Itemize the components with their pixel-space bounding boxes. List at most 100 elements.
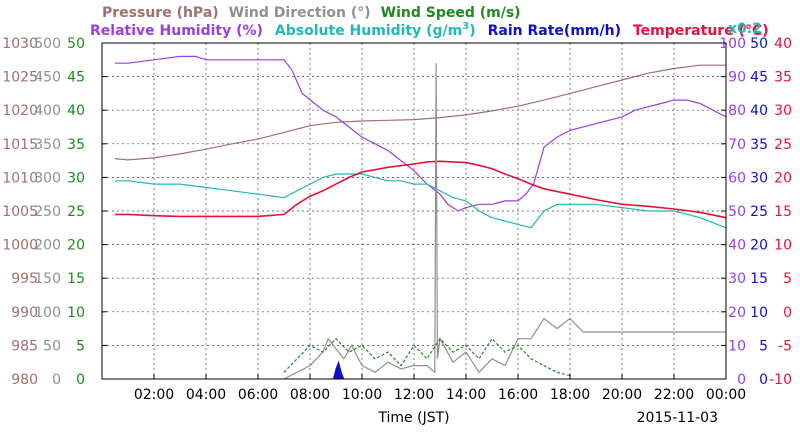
legend-entry: Wind Speed (m/s) xyxy=(381,5,521,21)
y-tick-temperature: 5 xyxy=(783,271,792,287)
y-tick-wind-direction: 500 xyxy=(34,36,61,52)
x-tick-label: 02:00 xyxy=(134,387,174,403)
y-tick-humidity: 70 xyxy=(728,137,746,153)
y-tick-rain: 25 xyxy=(750,204,768,220)
y-tick-rain: 15 xyxy=(750,271,768,287)
x-tick-label: 06:00 xyxy=(238,387,278,403)
y-tick-wind-speed: 30 xyxy=(67,170,85,186)
series-wind-direction xyxy=(283,63,726,380)
y-tick-temperature: 30 xyxy=(774,103,792,119)
x-tick-label: 22:00 xyxy=(654,387,694,403)
y-tick-wind-direction: 400 xyxy=(34,103,61,119)
y-tick-rain: 10 xyxy=(750,305,768,321)
y-tick-wind-speed: 5 xyxy=(76,338,85,354)
legend-entry: Pressure (hPa) xyxy=(102,5,219,21)
y-tick-pressure: 1015 xyxy=(2,137,38,153)
y-tick-pressure: 1020 xyxy=(2,103,38,119)
x-tick-label: 16:00 xyxy=(498,387,538,403)
y-tick-wind-direction: 100 xyxy=(34,305,61,321)
series-wind-speed-m-s xyxy=(283,337,571,377)
legend-multiplier: x0.2 xyxy=(728,21,762,37)
y-tick-humidity: 100 xyxy=(719,36,746,52)
x-axis-title: Time (JST) xyxy=(377,410,449,426)
y-tick-wind-speed: 20 xyxy=(67,238,85,254)
y-tick-temperature: 35 xyxy=(774,70,792,86)
y-tick-temperature: 20 xyxy=(774,170,792,186)
y-tick-temperature: 0 xyxy=(783,305,792,321)
y-tick-pressure: 1010 xyxy=(2,170,38,186)
date-label: 2015-11-03 xyxy=(637,410,718,426)
y-tick-wind-speed: 40 xyxy=(67,103,85,119)
y-tick-wind-speed: 50 xyxy=(67,36,85,52)
y-tick-wind-direction: 350 xyxy=(34,137,61,153)
y-tick-humidity: 10 xyxy=(728,338,746,354)
y-tick-temperature: -10 xyxy=(769,372,792,388)
x-tick-label: 08:00 xyxy=(290,387,330,403)
y-tick-pressure: 1005 xyxy=(2,204,38,220)
y-tick-rain: 45 xyxy=(750,70,768,86)
y-tick-wind-direction: 150 xyxy=(34,271,61,287)
y-tick-pressure: 1000 xyxy=(2,238,38,254)
y-tick-humidity: 0 xyxy=(737,372,746,388)
y-tick-rain: 0 xyxy=(759,372,768,388)
y-axes: 9809859909951000100510101015102010251030… xyxy=(2,36,792,388)
x-tick-label: 12:00 xyxy=(394,387,434,403)
series-lines xyxy=(114,55,727,380)
series-temperature-c xyxy=(115,160,727,219)
y-tick-temperature: -5 xyxy=(778,338,792,354)
x-tick-label: 20:00 xyxy=(602,387,642,403)
y-tick-rain: 20 xyxy=(750,238,768,254)
y-tick-wind-speed: 10 xyxy=(67,305,85,321)
legend: Pressure (hPa) Wind Direction (°) Wind Spe… xyxy=(90,5,769,39)
y-tick-pressure: 980 xyxy=(11,372,38,388)
y-tick-rain: 30 xyxy=(750,170,768,186)
legend-entry: Temperature (°C) xyxy=(633,23,769,39)
y-tick-humidity: 40 xyxy=(728,238,746,254)
y-tick-humidity: 20 xyxy=(728,305,746,321)
y-tick-rain: 50 xyxy=(750,36,768,52)
x-axis: 02:00 04:00 06:00 08:00 10:00 12:00 14:00 16:00… xyxy=(134,374,746,426)
y-tick-wind-speed: 35 xyxy=(67,137,85,153)
legend-entry: Rain Rate(mm/h) xyxy=(488,23,621,39)
y-tick-wind-direction: 450 xyxy=(34,70,61,86)
x-tick-label: 10:00 xyxy=(342,387,382,403)
y-tick-wind-speed: 45 xyxy=(67,70,85,86)
y-tick-temperature: 15 xyxy=(774,204,792,220)
y-tick-rain: 5 xyxy=(759,338,768,354)
y-tick-temperature: 10 xyxy=(774,238,792,254)
y-tick-wind-speed: 15 xyxy=(67,271,85,287)
series-pressure-hpa xyxy=(114,64,726,161)
y-tick-pressure: 1025 xyxy=(2,70,38,86)
y-tick-pressure: 985 xyxy=(11,338,38,354)
y-tick-temperature: 40 xyxy=(774,36,792,52)
x-tick-label: 04:00 xyxy=(186,387,226,403)
y-tick-wind-speed: 0 xyxy=(76,372,85,388)
series-relative-humidity xyxy=(115,55,727,212)
x-tick-label: 00:00 xyxy=(706,387,746,403)
x-tick-label: 18:00 xyxy=(550,387,590,403)
legend-entry: Relative Humidity (%) xyxy=(90,23,263,39)
legend-entry: Absolute Humidity (g/m3) xyxy=(275,21,476,39)
y-tick-wind-direction: 300 xyxy=(34,170,61,186)
y-tick-humidity: 80 xyxy=(728,103,746,119)
y-tick-humidity: 50 xyxy=(728,204,746,220)
series-rain-rate xyxy=(332,360,345,380)
y-tick-humidity: 30 xyxy=(728,271,746,287)
y-tick-pressure: 1030 xyxy=(2,36,38,52)
legend-entry: Wind Direction (°) xyxy=(229,5,371,21)
y-tick-wind-speed: 25 xyxy=(67,204,85,220)
y-tick-humidity: 60 xyxy=(728,170,746,186)
y-tick-pressure: 995 xyxy=(11,271,38,287)
y-tick-rain: 35 xyxy=(750,137,768,153)
y-tick-pressure: 990 xyxy=(11,305,38,321)
y-tick-wind-direction: 50 xyxy=(43,338,61,354)
series-absolute-humidity-g-m3 xyxy=(115,173,727,229)
y-tick-temperature: 25 xyxy=(774,137,792,153)
x-tick-label: 14:00 xyxy=(446,387,486,403)
y-tick-wind-direction: 0 xyxy=(52,372,61,388)
y-tick-rain: 40 xyxy=(750,103,768,119)
y-tick-humidity: 90 xyxy=(728,70,746,86)
grid-lines xyxy=(102,43,726,379)
y-tick-wind-direction: 200 xyxy=(34,238,61,254)
